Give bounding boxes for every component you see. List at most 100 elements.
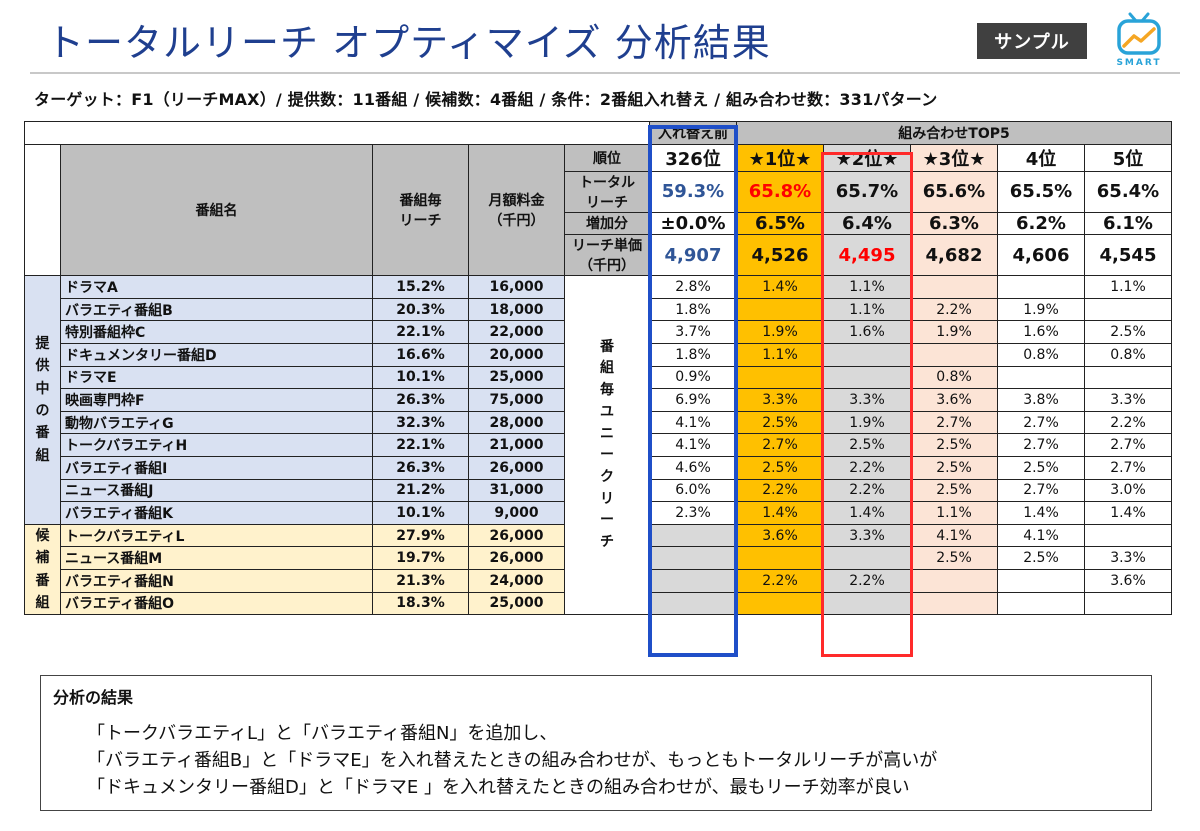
- metric-unit_cost-cell: 4,495: [823, 234, 911, 277]
- metric-label-increase: 増加分: [564, 211, 650, 236]
- metric-increase-cell: 6.5%: [736, 211, 824, 236]
- unique-reach-cell: [649, 569, 737, 593]
- unique-reach-cell: [997, 365, 1085, 390]
- smart-logo: SMART: [1110, 10, 1168, 72]
- unique-reach-cell: 4.1%: [649, 433, 737, 457]
- program-name: バラエティ番組B: [60, 297, 373, 322]
- metric-rank-cell: 4位: [997, 143, 1085, 172]
- unique-reach-cell: 2.5%: [910, 455, 998, 480]
- unique-reach-cell: 2.2%: [1084, 410, 1172, 435]
- metric-label-total_reach: トータル リーチ: [564, 170, 650, 213]
- program-reach: 21.3%: [372, 569, 469, 593]
- metric-unit_cost-cell: 4,682: [910, 234, 998, 277]
- metric-increase-cell: 6.3%: [910, 211, 998, 236]
- unique-reach-cell: 2.2%: [823, 455, 911, 480]
- program-fee: 24,000: [468, 569, 565, 593]
- unique-reach-cell: 2.5%: [823, 433, 911, 457]
- metric-total_reach-cell: 65.4%: [1084, 170, 1172, 213]
- program-name: バラエティ番組O: [60, 591, 373, 616]
- unique-reach-cell: [823, 546, 911, 570]
- program-name: 映画専門枠F: [60, 388, 373, 412]
- unique-reach-cell: 4.6%: [649, 455, 737, 480]
- unique-reach-cell: 1.4%: [823, 501, 911, 525]
- unique-reach-cell: [997, 275, 1085, 299]
- unique-reach-cell: 1.8%: [649, 342, 737, 367]
- unique-reach-cell: 2.7%: [997, 433, 1085, 457]
- program-reach: 26.3%: [372, 388, 469, 412]
- program-reach: 20.3%: [372, 297, 469, 322]
- optimization-table: 入れ替え前 組み合わせTOP5 番組名 番組毎 リーチ 月額料金 （千円） 順位 326位 ★1位…: [24, 121, 1172, 616]
- logo-text: SMART: [1116, 58, 1162, 68]
- program-fee: 21,000: [468, 433, 565, 457]
- unique-reach-cell: 2.5%: [910, 433, 998, 457]
- metric-rank-cell: 5位: [1084, 143, 1172, 172]
- metric-total_reach-cell: 65.6%: [910, 170, 998, 213]
- unique-reach-cell: 2.7%: [997, 478, 1085, 503]
- unique-reach-cell: 3.3%: [823, 388, 911, 412]
- unique-reach-cell: [649, 546, 737, 570]
- program-reach: 22.1%: [372, 320, 469, 344]
- unique-reach-cell: 1.1%: [910, 501, 998, 525]
- program-name: ドキュメンタリー番組D: [60, 342, 373, 367]
- unique-reach-cell: [736, 297, 824, 322]
- header-program-reach: 番組毎 リーチ: [372, 143, 469, 277]
- unique-reach-cell: 0.8%: [997, 342, 1085, 367]
- unique-reach-cell: 4.1%: [649, 410, 737, 435]
- program-reach: 32.3%: [372, 410, 469, 435]
- program-reach: 19.7%: [372, 546, 469, 570]
- unique-reach-cell: 3.3%: [823, 523, 911, 548]
- program-fee: 28,000: [468, 410, 565, 435]
- header-program-name: 番組名: [60, 143, 373, 277]
- program-name: バラエティ番組N: [60, 569, 373, 593]
- sample-badge: サンプル: [977, 23, 1087, 59]
- unique-reach-cell: [1084, 365, 1172, 390]
- unique-reach-cell: 2.7%: [1084, 455, 1172, 480]
- program-reach: 15.2%: [372, 275, 469, 299]
- program-reach: 10.1%: [372, 501, 469, 525]
- unique-reach-cell: [910, 342, 998, 367]
- unique-reach-cell: 6.9%: [649, 388, 737, 412]
- program-reach: 16.6%: [372, 342, 469, 367]
- program-fee: 22,000: [468, 320, 565, 344]
- result-box: 分析の結果 「トークバラエティL」と「バラエティ番組N」を追加し、 「バラエティ…: [40, 675, 1152, 811]
- metric-total_reach-cell: 65.7%: [823, 170, 911, 213]
- result-line: 「ドキュメンタリー番組D」と「ドラマE 」を入れ替えたときの組み合わせが、最もリ…: [87, 777, 910, 798]
- metric-total_reach-cell: 65.8%: [736, 170, 824, 213]
- metric-total_reach-cell: 59.3%: [649, 170, 737, 213]
- unique-reach-cell: 3.3%: [736, 388, 824, 412]
- title-divider: [30, 72, 1180, 74]
- category-provided: 提供中の番組: [24, 275, 61, 525]
- program-name: ドラマE: [60, 365, 373, 390]
- program-fee: 26,000: [468, 546, 565, 570]
- header-before-swap: 入れ替え前: [649, 121, 737, 145]
- program-name: バラエティ番組K: [60, 501, 373, 525]
- analysis-conditions: ターゲット：F1（リーチMAX）/ 提供数：11番組 / 候補数：4番組 / 条…: [34, 90, 938, 109]
- program-fee: 9,000: [468, 501, 565, 525]
- unique-reach-cell: 3.3%: [1084, 388, 1172, 412]
- metric-increase-cell: 6.1%: [1084, 211, 1172, 236]
- unique-reach-cell: 1.1%: [823, 275, 911, 299]
- unique-reach-cell: [823, 342, 911, 367]
- unique-reach-cell: 3.6%: [910, 388, 998, 412]
- unique-reach-cell: 3.0%: [1084, 478, 1172, 503]
- result-line: 「バラエティ番組B」と「ドラマE」を入れ替えたときの組み合わせが、もっともトータ…: [87, 750, 938, 771]
- unique-reach-cell: [823, 365, 911, 390]
- unique-reach-cell: [910, 591, 998, 616]
- result-title: 分析の結果: [53, 688, 134, 707]
- unique-reach-cell: 0.8%: [1084, 342, 1172, 367]
- unique-reach-cell: [649, 591, 737, 616]
- header-spacer: [24, 121, 650, 145]
- unique-reach-cell: 2.5%: [997, 455, 1085, 480]
- result-text: 「トークバラエティL」と「バラエティ番組N」を追加し、 「バラエティ番組B」と「…: [87, 720, 937, 801]
- unique-reach-cell: 4.1%: [910, 523, 998, 548]
- unique-reach-cell: 2.5%: [910, 478, 998, 503]
- unique-reach-cell: 2.5%: [736, 455, 824, 480]
- unique-reach-cell: 1.1%: [1084, 275, 1172, 299]
- program-name: トークバラエティL: [60, 523, 373, 548]
- header-top5: 組み合わせTOP5: [736, 121, 1172, 145]
- program-fee: 26,000: [468, 455, 565, 480]
- program-fee: 31,000: [468, 478, 565, 503]
- unique-reach-cell: 3.6%: [1084, 569, 1172, 593]
- unique-reach-cell: 1.9%: [910, 320, 998, 344]
- unique-reach-cell: 2.7%: [736, 433, 824, 457]
